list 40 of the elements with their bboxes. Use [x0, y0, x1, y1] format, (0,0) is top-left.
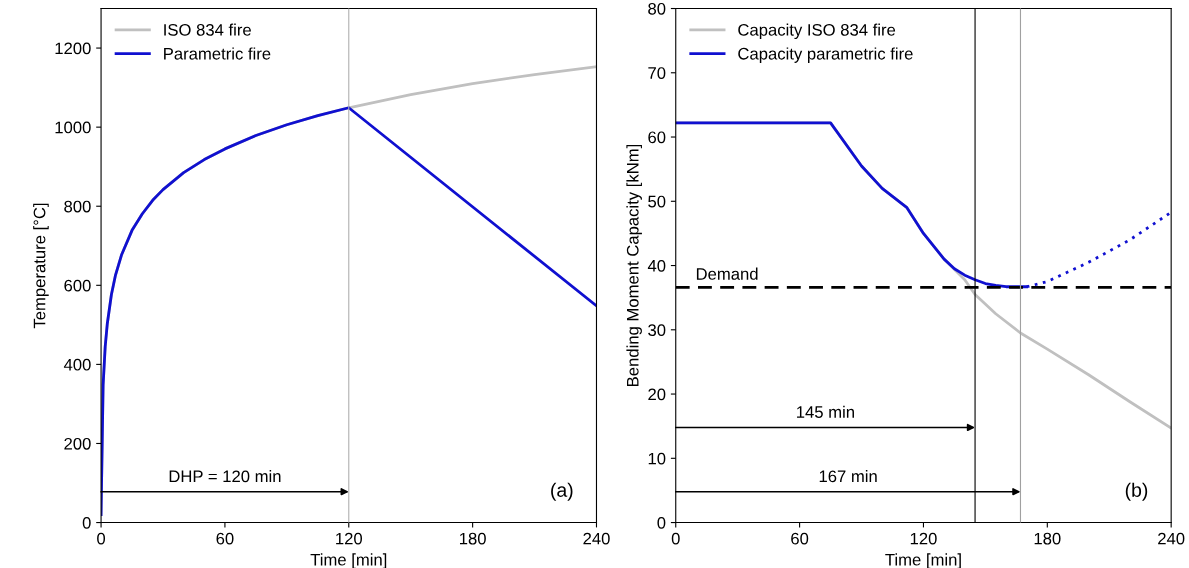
x-tick-label: 60: [791, 532, 809, 545]
y-tick-label: 1200: [55, 42, 91, 55]
y-tick-label: 30: [648, 324, 666, 336]
x-tick-label: 120: [910, 532, 937, 545]
y-tick-label: 20: [648, 388, 666, 401]
y-tick-label: 0: [657, 516, 666, 529]
y-tick-label: 10: [648, 452, 666, 465]
x-axis-title: Time [min]: [310, 553, 387, 568]
y-tick-label: 200: [64, 437, 91, 450]
y-tick-label: 1000: [55, 121, 91, 134]
legend-label: Capacity parametric fire: [738, 47, 913, 63]
y-tick-label: 80: [648, 2, 666, 15]
x-tick-label: 0: [671, 532, 680, 545]
legend-label: Parametric fire: [164, 47, 271, 60]
y-tick-label: 400: [63, 358, 91, 371]
x-tick-label: 60: [216, 532, 234, 545]
y-tick-label: 40: [647, 259, 666, 272]
x-axis-title: Time [min]: [885, 553, 961, 568]
y-tick-label: 70: [648, 67, 666, 79]
x-tick-label: 120: [336, 532, 363, 545]
annotation: 167 min: [819, 470, 877, 483]
legend-label: Capacity ISO 834 fire: [738, 23, 896, 40]
legend-label: ISO 834 fire: [164, 23, 251, 36]
y-axis-title: Bending Moment Capacity [kNm]: [626, 144, 642, 386]
annotation: (b): [1125, 482, 1148, 501]
annotation: 145 min: [797, 405, 854, 418]
y-tick-label: 600: [64, 279, 91, 292]
x-tick-label: 180: [460, 532, 486, 545]
ref-line-label: Demand: [696, 267, 758, 280]
y-tick-label: 800: [64, 200, 91, 213]
x-tick-label: 240: [583, 532, 610, 545]
y-axis-title: Temperature [°C]: [33, 203, 49, 329]
y-tick-label: 50: [648, 195, 666, 208]
y-tick-label: 0: [82, 516, 91, 529]
y-tick-label: 60: [648, 131, 666, 144]
x-tick-label: 0: [97, 532, 106, 545]
annotation: DHP = 120 min: [169, 470, 281, 483]
annotation: (a): [551, 482, 573, 501]
x-tick-label: 240: [1158, 532, 1185, 545]
x-tick-label: 180: [1034, 532, 1061, 545]
